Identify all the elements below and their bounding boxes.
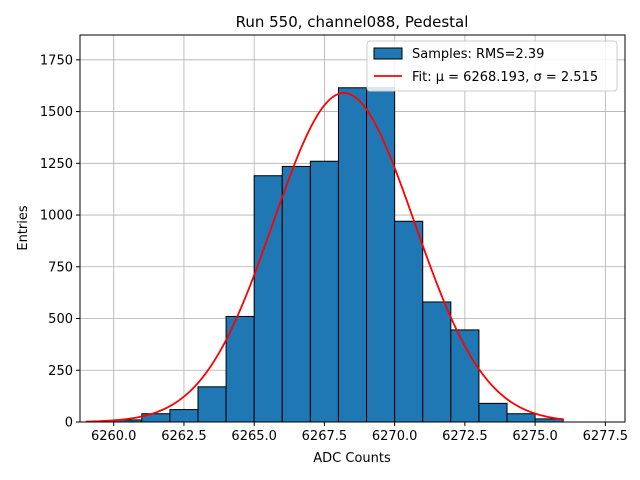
histogram-bar — [422, 301, 452, 423]
chart-title: Run 550, channel088, Pedestal — [236, 13, 469, 31]
histogram-bar — [197, 386, 227, 423]
x-axis-ticks: 6260.0 6262.5 6265.0 6267.5 6270.0 6272.5 6275… — [91, 422, 628, 444]
x-tick-label: 6265.0 — [231, 429, 277, 444]
x-tick-label: 6262.5 — [161, 429, 207, 444]
y-tick-label: 250 — [48, 364, 73, 379]
x-axis-label: ADC Counts — [313, 451, 391, 466]
legend-label-histogram: Samples: RMS=2.39 — [412, 47, 544, 62]
y-tick-label: 500 — [48, 312, 73, 327]
y-tick-label: 1000 — [40, 209, 73, 224]
y-tick-label: 750 — [48, 260, 73, 275]
histogram-bars — [113, 87, 564, 423]
y-tick-label: 0 — [65, 416, 73, 431]
histogram-bar — [169, 409, 199, 423]
histogram-bar — [478, 402, 508, 423]
y-tick-label: 1500 — [40, 105, 73, 120]
legend-box — [366, 40, 618, 92]
histogram-bar — [506, 413, 536, 423]
y-tick-label: 1750 — [40, 53, 73, 68]
histogram-bar — [394, 220, 424, 423]
histogram-bar — [309, 160, 339, 423]
x-tick-label: 6275.0 — [512, 429, 558, 444]
x-tick-label: 6267.5 — [302, 429, 348, 444]
y-tick-label: 1250 — [40, 157, 73, 172]
y-axis-ticks: 0 250 500 750 1000 1250 1500 1750 — [40, 53, 80, 431]
histogram-bar — [450, 329, 480, 423]
histogram-bar — [281, 165, 311, 423]
histogram-bar — [337, 87, 368, 423]
plot-frame — [79, 34, 626, 423]
fit-curve — [85, 92, 564, 423]
legend-label-fit: Fit: μ = 6268.193, σ = 2.515 — [412, 70, 598, 85]
histogram-bar — [253, 175, 283, 423]
histogram-bar — [366, 87, 396, 423]
legend-swatch-histogram — [373, 47, 403, 60]
x-tick-label: 6277.5 — [583, 429, 629, 444]
x-tick-label: 6270.0 — [372, 429, 418, 444]
x-tick-label: 6272.5 — [442, 429, 488, 444]
legend: Samples: RMS=2.39 Fit: μ = 6268.193, σ =… — [366, 40, 618, 92]
x-tick-label: 6260.0 — [91, 429, 137, 444]
y-axis-label: Entries — [16, 205, 31, 251]
